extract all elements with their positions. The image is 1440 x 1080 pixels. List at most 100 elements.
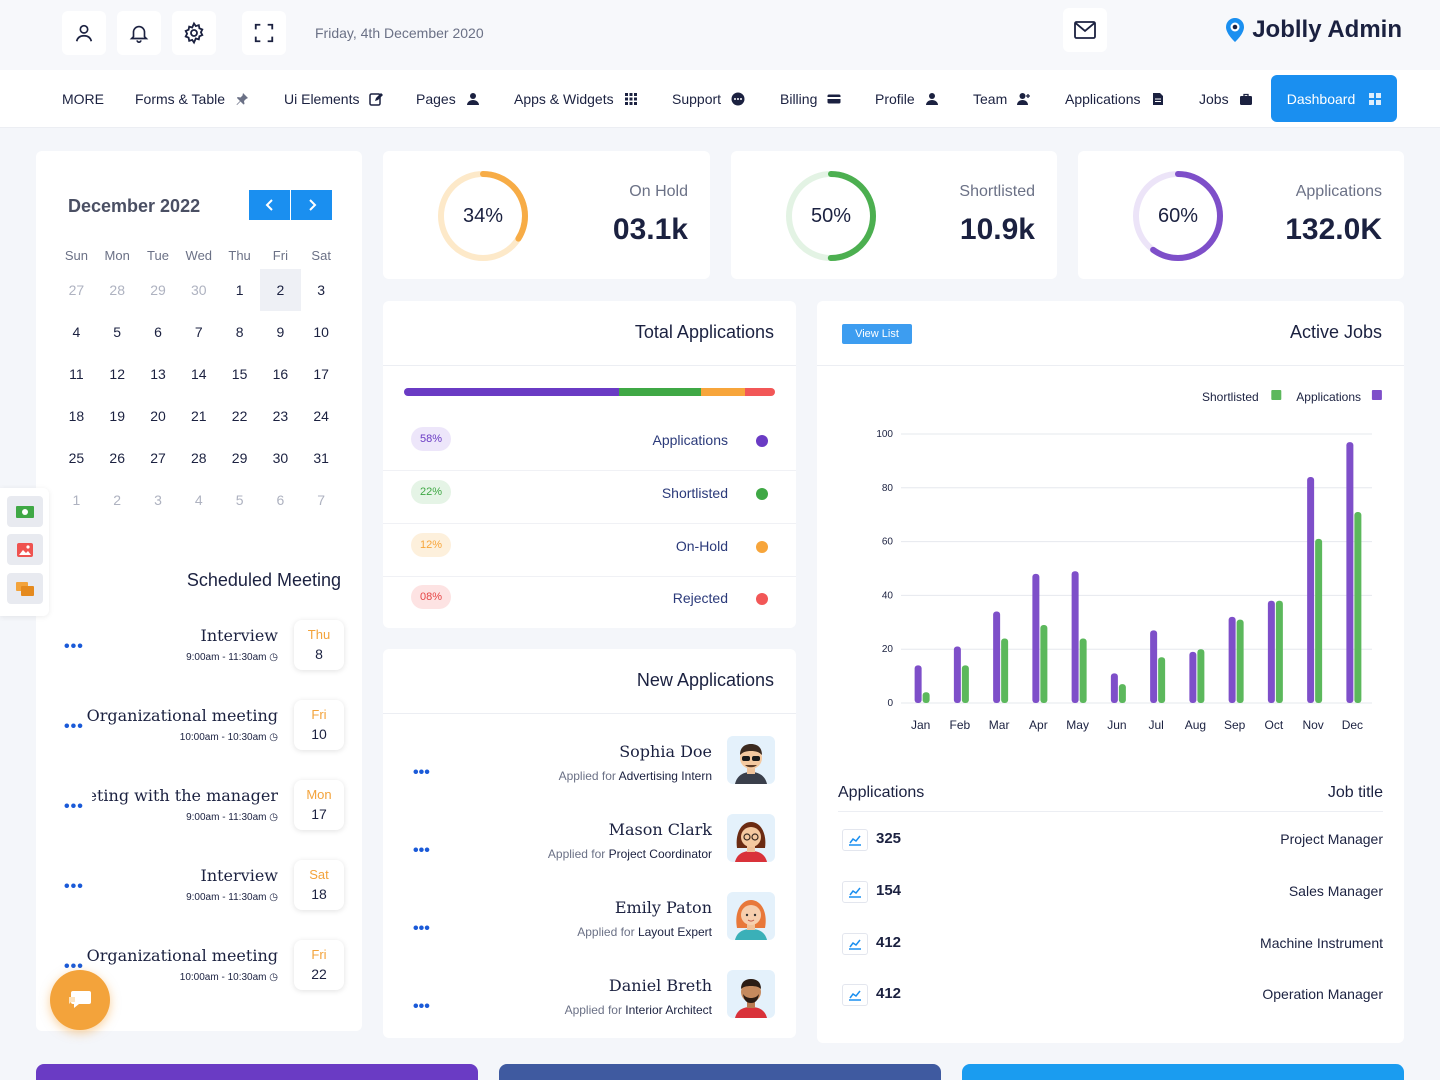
- calendar-day[interactable]: 14: [191, 366, 207, 382]
- meeting-item[interactable]: ••• Interview 9:00am - 11:30am ◷ Sat 18: [64, 860, 344, 920]
- bar-applications: [1267, 600, 1275, 703]
- calendar-day[interactable]: 28: [109, 282, 125, 298]
- job-row[interactable]: 412 Operation Manager: [842, 980, 1383, 1010]
- calendar-day[interactable]: 28: [191, 450, 207, 466]
- applicant-row[interactable]: ••• Sophia Doe Applied for Advertising I…: [383, 736, 796, 814]
- calendar-day[interactable]: 11: [69, 366, 84, 382]
- nav-ui-elements[interactable]: Ui Elements: [284, 91, 384, 107]
- meeting-item[interactable]: ••• Organizational meeting 10:00am - 10:…: [64, 700, 344, 760]
- calendar-day[interactable]: 29: [150, 282, 166, 298]
- calendar-day[interactable]: 27: [150, 450, 166, 466]
- more-icon[interactable]: •••: [413, 920, 430, 937]
- meeting-item[interactable]: ••• Interview 9:00am - 11:30am ◷ Thu 8: [64, 620, 344, 680]
- calendar-day[interactable]: 27: [68, 282, 85, 298]
- meeting-item[interactable]: ••• Organizational meeting 10:00am - 10:…: [64, 940, 344, 1000]
- job-row[interactable]: 154 Sales Manager: [842, 877, 1383, 907]
- more-icon[interactable]: •••: [64, 878, 84, 895]
- calendar-day[interactable]: 24: [313, 408, 329, 424]
- calendar-day[interactable]: 8: [235, 324, 244, 340]
- nav-apps-widgets[interactable]: Apps & Widgets: [514, 91, 638, 107]
- calendar-next-button[interactable]: [291, 190, 332, 220]
- chat-button[interactable]: [50, 970, 110, 1030]
- calendar-day[interactable]: 9: [276, 324, 285, 340]
- calendar-day[interactable]: 29: [231, 450, 248, 466]
- calendar-day[interactable]: 6: [276, 492, 285, 508]
- nav-jobs[interactable]: Jobs: [1199, 91, 1253, 107]
- side-tool-money[interactable]: [7, 496, 43, 527]
- calendar-day[interactable]: 21: [191, 408, 207, 424]
- y-tick-label: 40: [882, 590, 894, 601]
- calendar-day[interactable]: 12: [109, 366, 125, 382]
- calendar-day[interactable]: 4: [194, 492, 203, 508]
- calendar-day[interactable]: 6: [154, 324, 162, 340]
- calendar-day[interactable]: 13: [150, 366, 166, 382]
- job-row[interactable]: 325 Project Manager: [842, 825, 1383, 855]
- user-button[interactable]: [62, 11, 106, 55]
- meeting-item[interactable]: ••• Meeting with the manager 9:00am - 11…: [64, 780, 344, 840]
- nav-team[interactable]: Team: [973, 91, 1031, 107]
- calendar-day[interactable]: 4: [72, 324, 81, 340]
- nav-more[interactable]: MORE: [62, 91, 104, 107]
- more-icon[interactable]: •••: [413, 842, 430, 859]
- calendar-day[interactable]: 19: [109, 408, 125, 424]
- calendar-day[interactable]: 22: [231, 408, 248, 424]
- mail-button[interactable]: [1063, 8, 1107, 52]
- calendar-day[interactable]: 10: [313, 324, 329, 340]
- calendar-prev-button[interactable]: [249, 190, 290, 220]
- calendar-day[interactable]: 20: [150, 408, 166, 424]
- nav-pages[interactable]: Pages: [416, 91, 480, 107]
- calendar-day[interactable]: 30: [272, 450, 289, 466]
- brand[interactable]: Joblly Admin: [1224, 16, 1402, 44]
- side-tool-image[interactable]: [7, 534, 43, 565]
- calendar-day[interactable]: 30: [191, 282, 207, 298]
- nav-forms-table[interactable]: Forms & Table: [135, 91, 249, 107]
- notifications-button[interactable]: [117, 11, 161, 55]
- calendar-day[interactable]: 17: [313, 366, 329, 382]
- applicant-row[interactable]: ••• Mason Clark Applied for Project Coor…: [383, 814, 796, 892]
- calendar-day[interactable]: 31: [313, 450, 329, 466]
- user-icon: [75, 24, 93, 42]
- percent-pill: 58%: [411, 427, 452, 451]
- nav-dashboard[interactable]: Dashboard: [1271, 75, 1397, 122]
- settings-button[interactable]: [172, 11, 216, 55]
- calendar-day-selected[interactable]: 2: [259, 269, 301, 311]
- calendar-day[interactable]: 26: [109, 450, 125, 466]
- nav-profile[interactable]: Profile: [875, 91, 939, 107]
- active-jobs-card: View List Active Jobs 0 20 40 60 80 100 Jan Feb…: [817, 301, 1404, 1043]
- card-title: New Applications: [636, 670, 774, 690]
- calendar-day[interactable]: 3: [317, 282, 326, 298]
- calendar-day[interactable]: 15: [231, 366, 248, 382]
- calendar-day[interactable]: 1: [235, 282, 244, 298]
- more-icon[interactable]: •••: [64, 798, 84, 815]
- chat-icon: [69, 991, 91, 1008]
- progress-ring: [438, 171, 528, 261]
- nav-support[interactable]: Support: [672, 91, 745, 107]
- stat-card-applications: 60% Applications 132.0K: [1078, 151, 1404, 279]
- column-header-job-title: Job title: [1327, 784, 1383, 801]
- calendar-day[interactable]: 25: [68, 450, 85, 466]
- nav-applications[interactable]: Applications: [1065, 91, 1165, 107]
- more-icon[interactable]: •••: [64, 638, 84, 655]
- calendar-day[interactable]: 1: [72, 492, 81, 508]
- applicant-row[interactable]: ••• Daniel Breth Applied for Interior Ar…: [383, 970, 796, 1048]
- calendar-day[interactable]: 23: [272, 408, 289, 424]
- more-icon[interactable]: •••: [413, 998, 430, 1015]
- more-icon[interactable]: •••: [413, 764, 430, 781]
- fullscreen-button[interactable]: [242, 11, 286, 55]
- calendar-day[interactable]: 2: [113, 492, 122, 508]
- stat-card-shortlisted: 50% Shortlisted 10.9k: [731, 151, 1057, 279]
- job-row[interactable]: 412 Machine Instrument: [842, 929, 1383, 959]
- nav-billing[interactable]: Billing: [780, 91, 841, 107]
- calendar-day[interactable]: 16: [272, 366, 289, 382]
- view-list-button[interactable]: View List: [842, 324, 912, 344]
- more-icon[interactable]: •••: [64, 718, 84, 735]
- calendar-day[interactable]: 5: [235, 492, 244, 508]
- side-tool-messages[interactable]: [7, 573, 43, 604]
- calendar-day[interactable]: 18: [68, 408, 85, 424]
- card-title: Total Applications: [634, 322, 774, 342]
- calendar-day[interactable]: 5: [113, 324, 122, 340]
- calendar-day[interactable]: 7: [194, 324, 203, 340]
- applicant-row[interactable]: ••• Emily Paton Applied for Layout Exper…: [383, 892, 796, 970]
- calendar-day[interactable]: 3: [154, 492, 162, 508]
- calendar-day[interactable]: 7: [317, 492, 326, 508]
